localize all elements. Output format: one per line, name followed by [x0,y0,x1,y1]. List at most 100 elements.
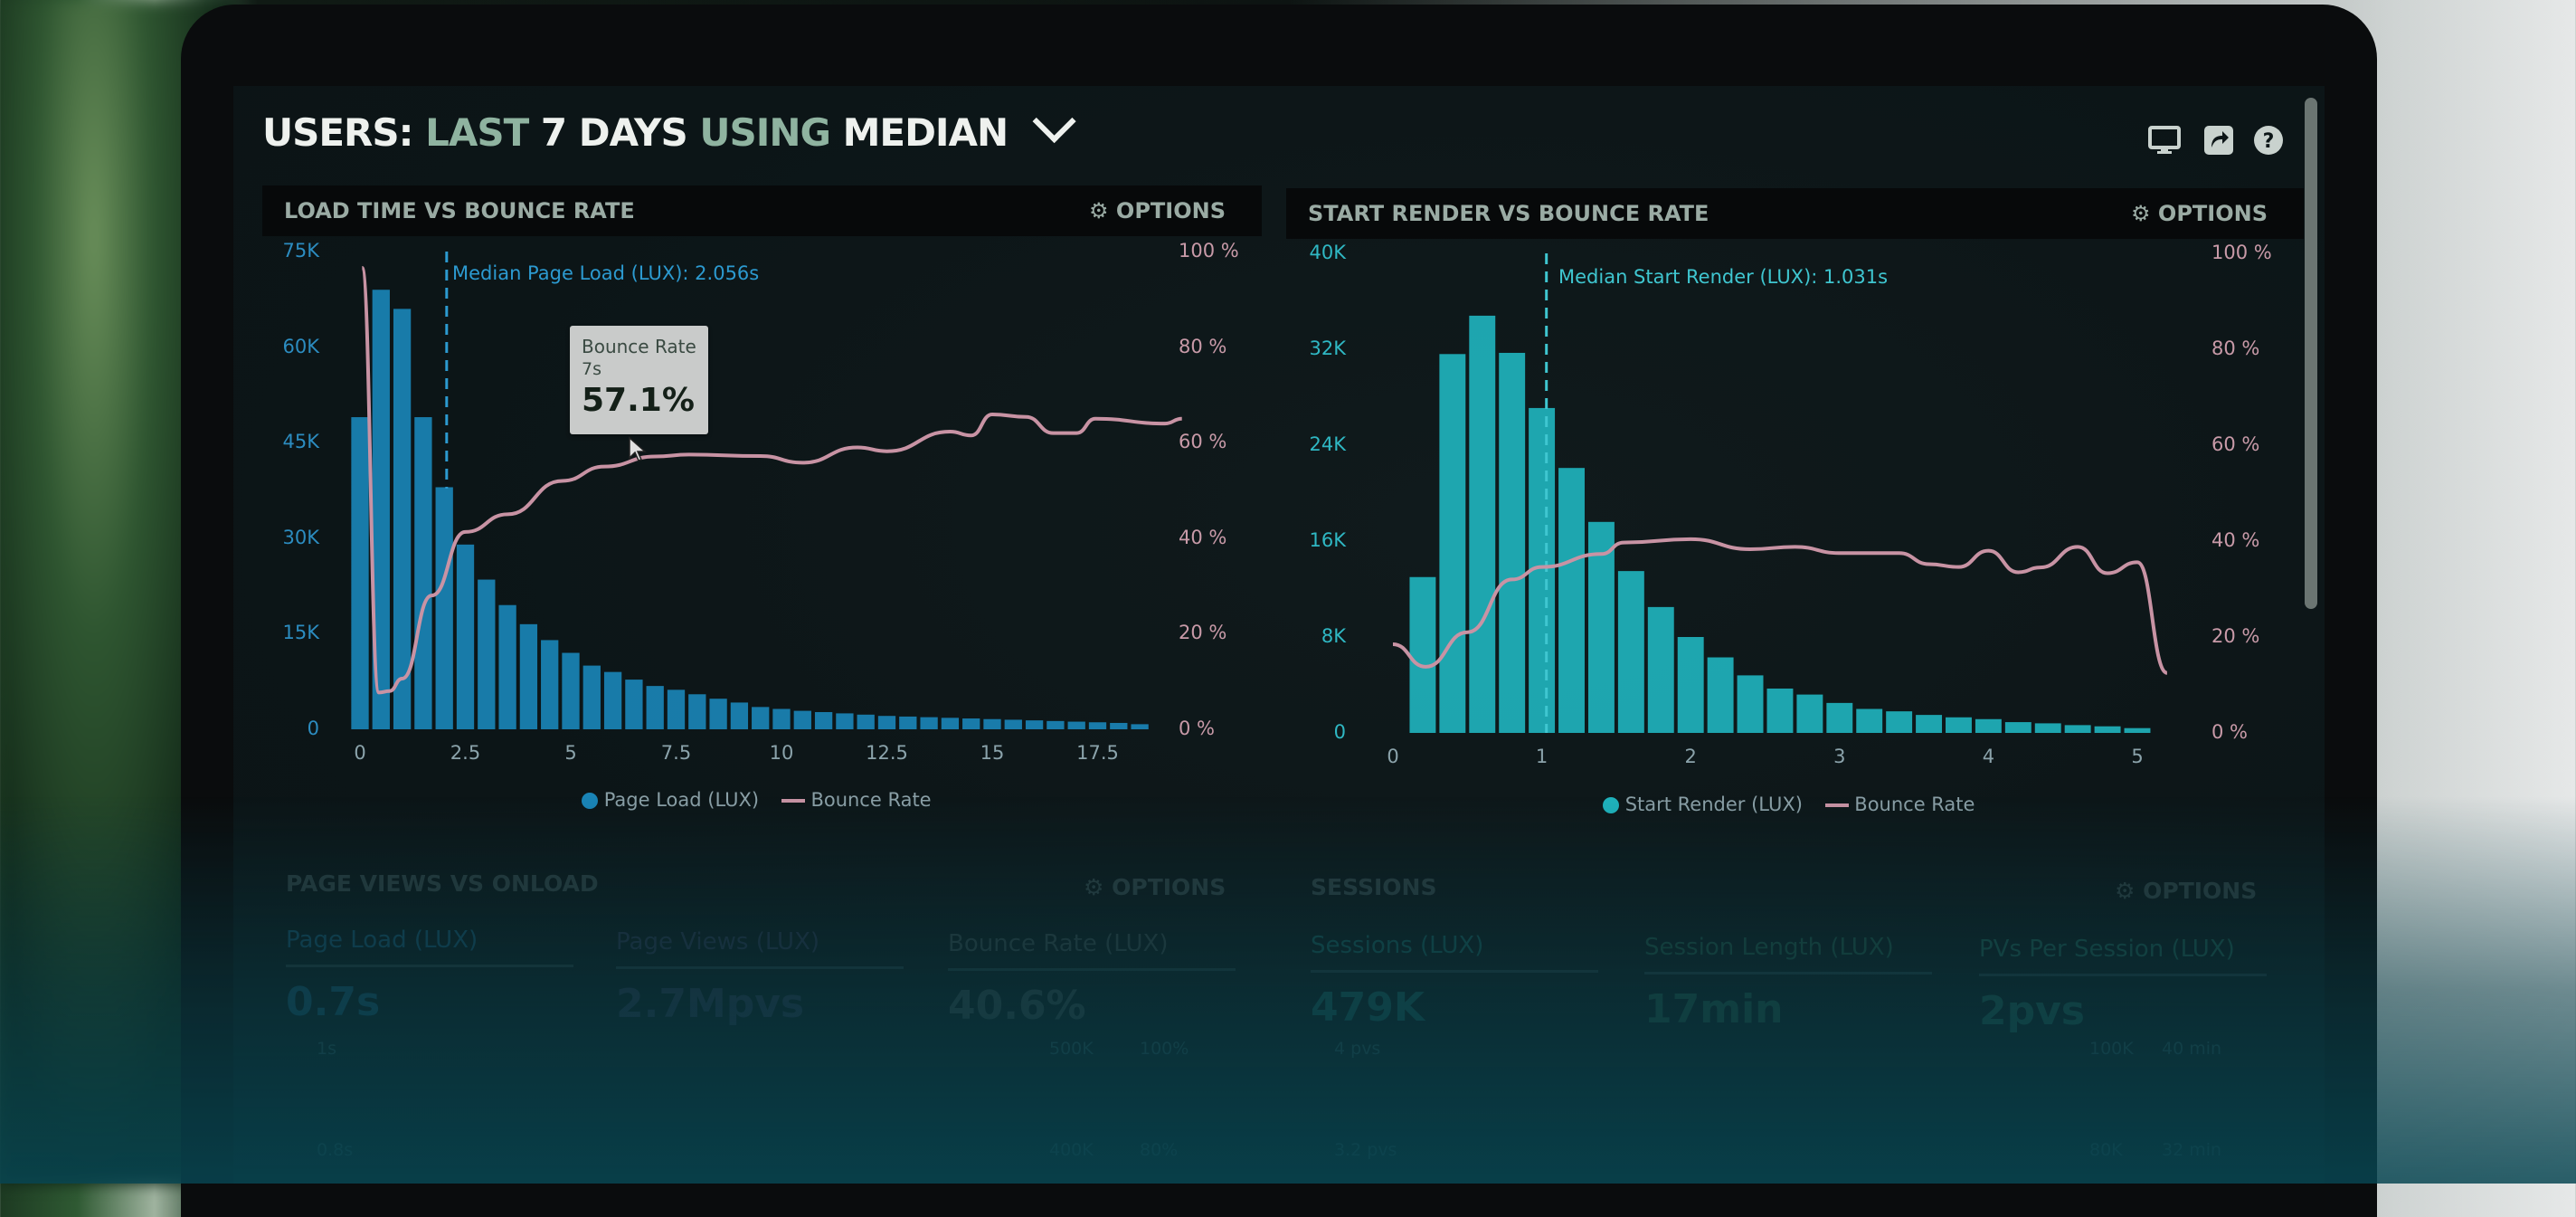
histogram-bar[interactable] [667,689,686,729]
histogram-bar[interactable] [351,417,369,729]
histogram-bar[interactable] [983,718,1001,729]
histogram-bar[interactable] [498,604,516,729]
title-range[interactable]: 7 DAYS [540,110,688,155]
histogram-bar[interactable] [836,713,854,729]
histogram-bar[interactable] [1975,718,2002,733]
histogram-bar[interactable] [688,694,706,729]
histogram-bar[interactable] [877,716,896,729]
histogram-bar[interactable] [899,716,917,729]
histogram-bar[interactable] [625,680,643,729]
histogram-bar[interactable] [603,671,622,729]
histogram-bar[interactable] [1856,708,1883,734]
histogram-bar[interactable] [1409,576,1436,733]
histogram-bar[interactable] [730,702,749,729]
histogram-bar[interactable] [1737,675,1764,733]
histogram-bar[interactable] [478,579,496,729]
title-users: USERS: [262,110,413,155]
metric-label[interactable]: PVs Per Session (LUX) [1979,936,2235,963]
histogram-bar[interactable] [372,290,390,729]
metric-label[interactable]: Page Load (LUX) [286,927,478,954]
y-tick-label: 0 [307,718,319,739]
help-icon[interactable]: ? [2252,125,2285,156]
mini-axis-label: 1s [317,1039,336,1059]
metric-label[interactable]: Sessions (LUX) [1311,932,1484,959]
legend-bounce-rate[interactable]: Bounce Rate [1854,794,1975,815]
histogram-bar[interactable] [1088,722,1107,729]
monitor-icon[interactable] [2148,125,2181,156]
title-aggregation[interactable]: MEDIAN [842,110,1009,155]
histogram-bar[interactable] [2124,727,2151,733]
render-options-button[interactable]: ⚙ OPTIONS [2131,201,2268,226]
histogram-bar[interactable] [793,710,811,729]
histogram-bar[interactable] [562,652,580,729]
histogram-bar[interactable] [752,707,770,729]
y2-tick-label: 100 % [1179,240,1239,261]
legend-page-load[interactable]: Page Load (LUX) [603,789,760,811]
x-tick-label: 5 [2131,746,2144,767]
histogram-bar[interactable] [1499,352,1526,733]
histogram-bar[interactable] [1617,571,1644,733]
histogram-bar[interactable] [414,417,432,729]
sessions-panel-title: SESSIONS [1311,874,1437,900]
bounce-rate-line[interactable] [360,265,1182,695]
histogram-bar[interactable] [814,711,833,729]
histogram-bar[interactable] [1647,606,1674,733]
histogram-bar[interactable] [1826,702,1853,733]
histogram-bar[interactable] [1677,637,1704,733]
histogram-bar[interactable] [920,717,938,729]
histogram-bar[interactable] [1469,315,1496,733]
histogram-bar[interactable] [1131,724,1149,729]
histogram-bar[interactable] [1110,722,1128,729]
histogram-bar[interactable] [1439,354,1466,733]
histogram-bar[interactable] [646,686,664,729]
mouse-cursor-icon [629,436,647,461]
histogram-bar[interactable] [456,544,475,729]
histogram-bar[interactable] [857,714,875,729]
histogram-bar[interactable] [1046,720,1065,729]
histogram-bar[interactable] [2094,726,2121,733]
histogram-bar[interactable] [2034,723,2061,733]
metric-underline [948,968,1236,971]
histogram-bar[interactable] [1587,521,1615,733]
metric-underline [286,965,573,967]
histogram-bar[interactable] [435,487,453,729]
dashboard-title[interactable]: USERS: LAST 7 DAYS USING MEDIAN [262,100,1076,155]
histogram-bar[interactable] [519,623,538,729]
histogram-bar[interactable] [393,309,412,729]
histogram-bar[interactable] [1946,717,1972,733]
histogram-bar[interactable] [1916,715,1943,733]
metric-label[interactable]: Page Views (LUX) [616,928,820,956]
load-options-button[interactable]: ⚙ OPTIONS [1089,198,1226,223]
histogram-bar[interactable] [1004,719,1022,729]
histogram-bar[interactable] [1766,688,1794,733]
histogram-bar[interactable] [2064,725,2091,733]
legend-dot-icon [582,793,598,809]
histogram-bar[interactable] [772,708,791,729]
histogram-bar[interactable] [1025,720,1044,729]
legend-bounce-rate[interactable]: Bounce Rate [810,789,932,811]
metric-label[interactable]: Session Length (LUX) [1644,934,1894,961]
load-panel-title: LOAD TIME VS BOUNCE RATE [284,198,635,223]
histogram-bar[interactable] [541,640,559,729]
metric-label[interactable]: Bounce Rate (LUX) [948,930,1169,957]
sessions-options-button[interactable]: ⚙ OPTIONS [2115,878,2258,904]
legend-start-render[interactable]: Start Render (LUX) [1624,794,1803,815]
render-panel-title: START RENDER VS BOUNCE RATE [1308,201,1709,226]
mini-axis-label: 500K [1049,1039,1094,1059]
pageviews-options-button[interactable]: ⚙ OPTIONS [1084,874,1226,900]
histogram-bar[interactable] [1707,657,1734,733]
histogram-bar[interactable] [1067,721,1085,729]
histogram-bar[interactable] [2004,722,2031,733]
histogram-bar[interactable] [709,699,727,729]
mini-axis-label: 80% [1140,1140,1179,1160]
scrollbar[interactable] [2305,98,2317,609]
histogram-bar[interactable] [582,665,601,729]
histogram-bar[interactable] [1886,711,1913,733]
bounce-rate-line[interactable] [1392,537,2168,675]
histogram-bar[interactable] [962,718,980,729]
histogram-bar[interactable] [1796,694,1823,733]
histogram-bar[interactable] [941,718,960,729]
title-last: LAST [425,110,529,155]
histogram-bar[interactable] [1558,468,1585,733]
share-icon[interactable] [2202,125,2235,156]
